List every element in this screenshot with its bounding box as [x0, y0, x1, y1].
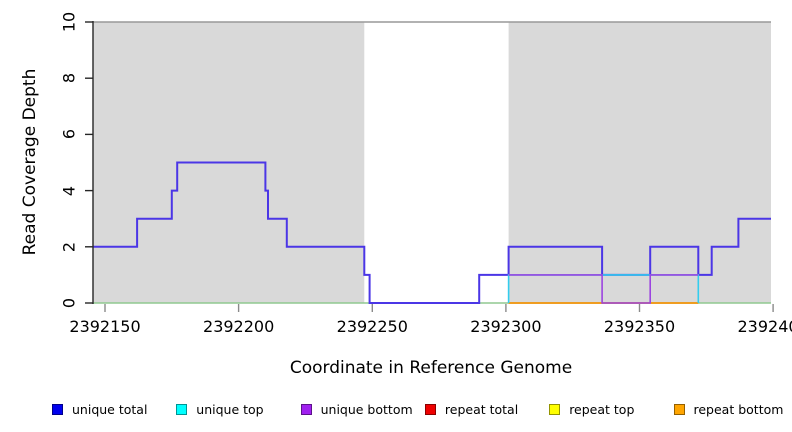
- x-tick-label: 2392250: [336, 317, 408, 336]
- legend-label: repeat bottom: [693, 401, 784, 417]
- y-tick-label: 10: [59, 11, 79, 33]
- legend-swatch: [52, 403, 63, 415]
- shaded-region: [508, 22, 771, 303]
- legend-label: repeat top: [569, 401, 635, 417]
- legend-item-repeat-bottom: repeat bottom: [673, 396, 784, 422]
- y-tick-label: 8: [59, 73, 79, 84]
- x-tick-label: 2392150: [69, 317, 141, 336]
- legend-swatch: [424, 403, 436, 415]
- legend-swatch: [300, 403, 312, 415]
- x-tick-label: 2392350: [603, 317, 676, 336]
- legend-item-repeat-total: repeat total: [424, 396, 519, 422]
- y-tick-label: 2: [59, 241, 79, 252]
- legend-swatch: [673, 403, 685, 415]
- legend-item-unique-bottom: unique bottom: [300, 396, 413, 422]
- y-tick-label: 4: [59, 185, 79, 196]
- legend-label: unique top: [196, 401, 264, 417]
- x-tick-label: 2392200: [203, 317, 275, 336]
- series-unique-top: [507, 274, 700, 303]
- legend-label: unique bottom: [320, 401, 413, 417]
- legend-item-unique-total: unique total: [52, 396, 147, 422]
- series-unique-bottom: [508, 274, 699, 304]
- y-tick-label: 6: [59, 129, 79, 140]
- legend: unique total unique top unique bottom repea…: [0, 396, 792, 422]
- x-axis-label: Coordinate in Reference Genome: [289, 358, 573, 378]
- y-axis-label: Read Coverage Depth: [20, 68, 40, 256]
- x-tick-label: 2392300: [470, 317, 542, 336]
- legend-label: repeat total: [444, 401, 519, 417]
- legend-item-unique-top: unique top: [176, 396, 264, 422]
- legend-swatch: [176, 403, 188, 415]
- x-tick-label: 2392400: [737, 317, 792, 336]
- series-unique-total: [93, 161, 771, 304]
- legend-swatch: [549, 403, 561, 415]
- legend-item-repeat-top: repeat top: [549, 396, 634, 422]
- legend-label: unique total: [72, 401, 148, 417]
- y-tick-label: 0: [59, 297, 79, 309]
